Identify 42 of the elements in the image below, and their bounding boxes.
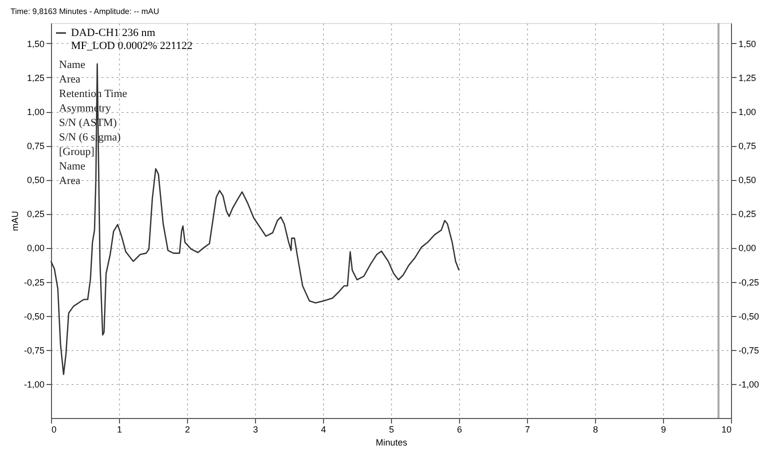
x-axis-title: Minutes — [376, 438, 408, 448]
y-tick-label: 1,25 — [26, 72, 44, 83]
x-tick-label: 2 — [184, 424, 190, 434]
annotation: Name — [59, 59, 86, 71]
x-tick-label: 1 — [116, 424, 122, 434]
x-tick-label: 0 — [52, 424, 57, 434]
chart-title: Time: 9,8163 Minutes - Amplitude: -- mAU — [10, 7, 160, 16]
y-tick-label: -1,00 — [24, 379, 44, 390]
legend-label: DAD-CH1 236 nm MF_LOD 0.0002% 221122 — [71, 27, 193, 52]
y-tick-label: -0,25 — [24, 277, 44, 288]
y2-tick-label: -0,75 — [738, 345, 760, 356]
y-axis-title: mAU — [10, 211, 20, 231]
y-tick-label: -0,75 — [24, 345, 44, 356]
x-tick-label: 5 — [388, 424, 394, 434]
annotation: Name — [59, 160, 86, 172]
y-tick-label: -0,50 — [24, 311, 44, 322]
y2-tick-label: 0,25 — [738, 209, 756, 220]
y2-tick-label: -0,50 — [738, 311, 760, 322]
x-tick-label: 8 — [592, 424, 598, 434]
y2-tick-label: 0,75 — [738, 141, 756, 152]
y-tick-label: 1,50 — [26, 38, 44, 49]
y-tick-label: 0,00 — [26, 243, 44, 254]
y-tick-label: 1,00 — [26, 107, 44, 118]
x-tick-label: 7 — [524, 424, 530, 434]
x-tick-label: 9 — [660, 424, 666, 434]
y2-tick-label: 1,50 — [738, 38, 756, 49]
y2-tick-label: 0,50 — [738, 175, 756, 186]
annotation: Area — [59, 175, 80, 187]
annotation: Area — [59, 74, 80, 86]
y-tick-label: 0,50 — [26, 175, 44, 186]
y2-tick-label: 1,25 — [738, 72, 756, 83]
y2-tick-label: 0,00 — [738, 243, 756, 254]
y2-tick-label: 1,00 — [738, 107, 756, 118]
y-tick-label: 0,75 — [26, 141, 44, 152]
x-tick-label: 3 — [252, 424, 258, 434]
x-tick-label: 10 — [721, 424, 732, 434]
annotation: [Group] — [59, 146, 94, 158]
y2-tick-label: -1,00 — [738, 379, 760, 390]
y-tick-label: 0,25 — [26, 209, 44, 220]
x-tick-label: 6 — [456, 424, 462, 434]
y2-tick-label: -0,25 — [738, 277, 760, 288]
x-tick-label: 4 — [320, 424, 326, 434]
